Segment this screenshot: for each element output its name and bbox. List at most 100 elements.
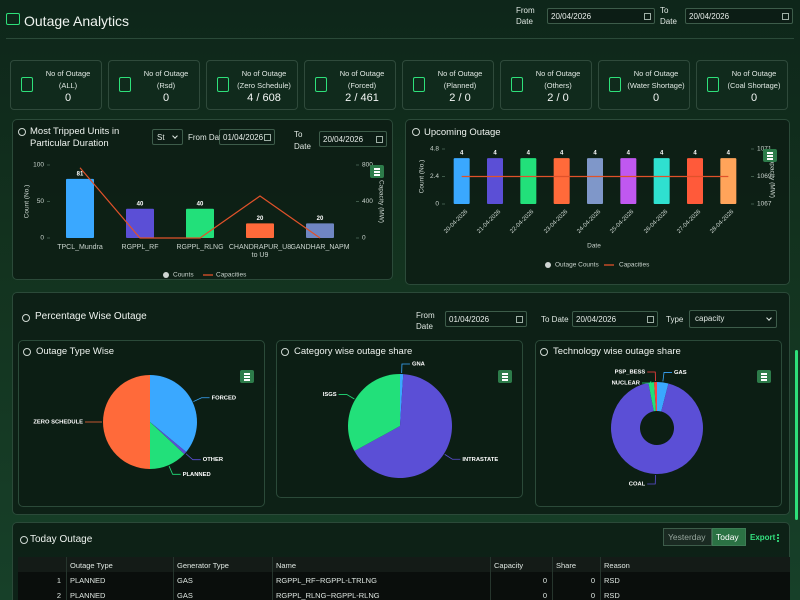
to-date-input[interactable]	[685, 8, 793, 24]
kpi-card[interactable]	[206, 60, 298, 110]
clock-icon	[540, 348, 548, 356]
from-date-input[interactable]	[219, 129, 275, 145]
logo-icon	[6, 13, 20, 25]
card-title: Outage Type Wise	[36, 346, 114, 357]
menu-icon-line	[502, 376, 508, 378]
kpi-qualifier: (Others)	[544, 81, 572, 90]
calendar-icon	[376, 136, 383, 143]
kpi-label: No of Outage	[339, 69, 385, 78]
x-tick-label: GANDHAR_NAPM	[290, 244, 350, 251]
kpi-qualifier: (Zero Schedule)	[237, 81, 291, 90]
from-label: From	[416, 311, 435, 320]
to-label: To	[660, 6, 669, 15]
kpi-icon	[413, 77, 425, 92]
kpi-label: No of Outage	[437, 69, 483, 78]
kpi-card[interactable]	[402, 60, 494, 110]
column-divider	[66, 557, 67, 600]
table-cell: RGPPL_RLNG~RGPPL-RLNG	[276, 591, 380, 600]
to-date-input[interactable]	[572, 311, 658, 327]
from-date-input[interactable]	[547, 8, 655, 24]
table-cell: 0	[542, 591, 547, 600]
menu-icon-line	[761, 379, 767, 381]
kpi-label: No of Outage	[143, 69, 189, 78]
table-cell: 1	[56, 576, 61, 585]
column-header: Capacity	[494, 561, 524, 570]
menu-icon-line	[767, 158, 773, 160]
table-cell: PLANNED	[70, 576, 106, 585]
kpi-value: 0	[162, 92, 170, 104]
kpi-value: 2 / 461	[345, 92, 379, 104]
column-divider	[173, 557, 174, 600]
kpi-icon	[511, 77, 523, 92]
table-cell: 0	[590, 576, 595, 585]
kpi-qualifier: (Planned)	[443, 81, 477, 90]
x-tick-label: TPCL_Mundra	[57, 244, 103, 251]
kpi-card[interactable]	[598, 60, 690, 110]
column-header: Share	[556, 561, 577, 570]
menu-icon-line	[502, 379, 508, 381]
to-date-input[interactable]	[319, 131, 387, 147]
kpi-label: No of Outage	[241, 69, 287, 78]
today-button[interactable]	[712, 528, 746, 546]
from-date-input[interactable]	[445, 311, 527, 327]
from-date-input-text: 01/04/2026	[449, 315, 490, 324]
kpi-icon	[315, 77, 327, 92]
type-select[interactable]	[689, 310, 777, 328]
table-cell: RSD	[604, 576, 620, 585]
kpi-card[interactable]	[108, 60, 200, 110]
kpi-icon	[217, 77, 229, 92]
to-date-input-text: 20/04/2026	[323, 135, 364, 144]
card-title: Category wise outage share	[294, 346, 413, 357]
kpi-label: No of Outage	[45, 69, 91, 78]
kpi-value: 2 / 0	[449, 92, 471, 104]
to-label: To	[294, 130, 303, 139]
column-header: Generator Type	[177, 561, 229, 570]
scrollbar	[795, 350, 798, 520]
unit-select[interactable]	[152, 129, 183, 145]
page-title: Outage Analytics	[24, 13, 130, 29]
kpi-card[interactable]	[696, 60, 788, 110]
kpi-card[interactable]	[10, 60, 102, 110]
kpi-icon	[119, 77, 131, 92]
menu-icon-line	[244, 373, 250, 375]
header-divider	[6, 38, 794, 39]
table-row	[18, 572, 790, 588]
panel-title: Most Tripped Units in Particular Duratio…	[30, 126, 120, 149]
yesterday-button[interactable]	[663, 528, 712, 546]
type-label: Type	[666, 315, 684, 324]
column-divider	[552, 557, 553, 600]
to-label: To Date	[541, 315, 569, 324]
menu-icon-line	[767, 152, 773, 154]
table-cell: RGPPL_RF~RGPPL-LTRLNG	[276, 576, 377, 585]
panel-title: Upcoming Outage	[424, 127, 501, 138]
table-header-row	[18, 557, 790, 573]
export-button[interactable]: Export	[750, 533, 776, 542]
today-button-text[interactable]: Today	[716, 532, 739, 542]
menu-icon-line	[502, 373, 508, 375]
menu-icon-line	[767, 155, 773, 157]
calendar-icon	[782, 13, 789, 20]
to-label: Date	[660, 17, 677, 26]
kpi-label: No of Outage	[633, 69, 679, 78]
kpi-value: 2 / 0	[547, 92, 569, 104]
menu-icon-line	[761, 373, 767, 375]
kpi-card[interactable]	[304, 60, 396, 110]
from-label: From	[516, 6, 535, 15]
yesterday-button-text[interactable]: Yesterday	[668, 532, 706, 542]
table-cell: 2	[56, 591, 61, 600]
clock-icon	[412, 128, 420, 136]
column-header: Name	[276, 561, 297, 570]
menu-icon-line	[374, 168, 380, 170]
column-divider	[600, 557, 601, 600]
kpi-card[interactable]	[500, 60, 592, 110]
kpi-value: 0	[750, 92, 758, 104]
from-label: Date	[416, 322, 433, 331]
kpi-qualifier: (Forced)	[347, 81, 377, 90]
kpi-qualifier: (Rsd)	[156, 81, 176, 90]
kpi-icon	[609, 77, 621, 92]
clock-icon	[18, 128, 26, 136]
export-menu-dot	[777, 534, 779, 536]
from-label: Date	[516, 17, 533, 26]
to-date-input-text: 20/04/2026	[689, 12, 730, 21]
